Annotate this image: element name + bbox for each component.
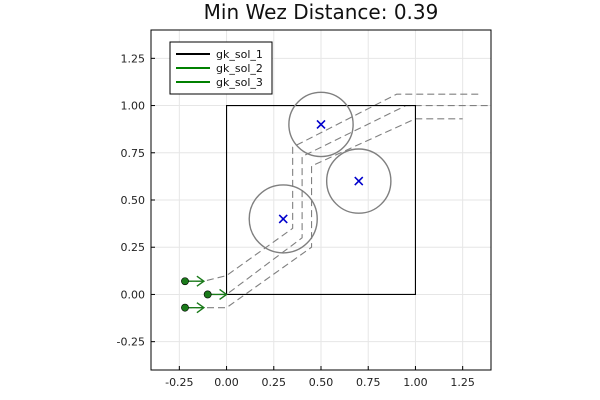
goal-square <box>226 105 416 295</box>
y-tick-label: 0.75 <box>121 147 146 160</box>
x-tick-label: 1.25 <box>450 376 475 389</box>
obstacle-center-marker <box>316 119 326 130</box>
x-tick-label: 0.00 <box>214 376 239 389</box>
chart-title: Min Wez Distance: 0.39 <box>204 0 439 24</box>
obstacle-circle-1 <box>248 184 318 254</box>
y-tick-label: 1.00 <box>121 100 146 113</box>
agent-arrow-head <box>196 275 206 287</box>
y-tick-label: 0.50 <box>121 194 146 207</box>
agent-marker-2 <box>203 290 212 299</box>
x-tick-label: 0.25 <box>262 376 287 389</box>
obstacle-circles <box>248 91 392 254</box>
agent-arrow-head <box>219 288 228 301</box>
legend: gk_sol_1gk_sol_2gk_sol_3 <box>169 41 273 95</box>
x-tick-label: 0.50 <box>309 376 334 389</box>
y-tick-label: -0.25 <box>117 336 145 349</box>
agent-marker-3 <box>181 303 189 312</box>
legend-label-3: gk_sol_3 <box>216 76 263 89</box>
obstacle-circle-3 <box>325 148 392 214</box>
legend-label-1: gk_sol_1 <box>216 48 263 61</box>
square-outline <box>226 105 416 295</box>
obstacle-circle-2 <box>288 91 354 158</box>
x-tick-label: 0.75 <box>356 376 381 389</box>
y-tick-label: 0.00 <box>121 288 146 301</box>
obstacle-center-marker <box>354 176 364 186</box>
y-tick-label: 1.25 <box>121 52 146 65</box>
y-axis-ticks: -0.25 0.00 0.25 0.50 0.75 1.00 1.25 <box>117 52 155 349</box>
trajectory-paths <box>185 93 491 309</box>
y-tick-label: 0.25 <box>121 241 146 254</box>
legend-label-2: gk_sol_2 <box>216 62 263 75</box>
trajectory-path-1 <box>185 93 482 282</box>
agent-arrow-head <box>196 302 206 314</box>
obstacle-center-marker <box>278 214 288 224</box>
agent-markers <box>181 275 228 314</box>
x-axis-ticks: -0.25 0.00 0.25 0.50 0.75 1.00 1.25 <box>165 366 475 389</box>
x-tick-label: 1.00 <box>403 376 428 389</box>
agent-marker-1 <box>181 277 189 286</box>
x-tick-label: -0.25 <box>165 376 193 389</box>
